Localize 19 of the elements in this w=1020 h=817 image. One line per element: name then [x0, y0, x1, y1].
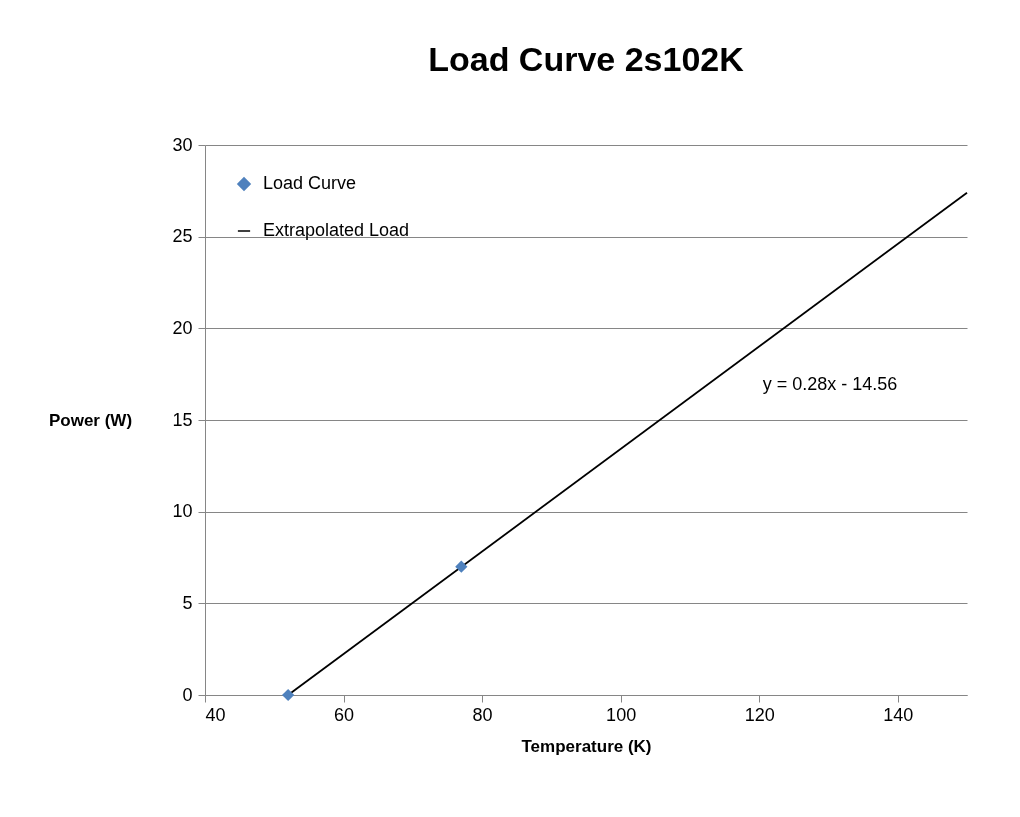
legend-label: Extrapolated Load: [263, 220, 410, 240]
annotation: y = 0.28x - 14.56: [762, 374, 898, 394]
y-tick-label: 30: [172, 134, 193, 155]
y-axis-title: Power (W): [48, 410, 133, 430]
legend-label: Load Curve: [263, 173, 357, 193]
y-tick-label: 5: [182, 592, 193, 613]
x-axis-title: Temperature (K): [521, 736, 652, 756]
chart-title: Load Curve 2s102K: [428, 40, 745, 78]
y-tick-label: 10: [172, 501, 193, 522]
x-tick-label: 100: [606, 704, 637, 725]
y-tick-label: 25: [172, 226, 193, 247]
x-tick-label: 80: [472, 704, 493, 725]
x-tick-label: 120: [744, 704, 775, 725]
x-tick-label: 60: [334, 704, 355, 725]
y-tick-label: 0: [182, 684, 193, 705]
x-tick-label: 40: [205, 704, 226, 725]
y-tick-label: 15: [172, 409, 193, 430]
x-tick-label: 140: [883, 704, 914, 725]
y-tick-label: 20: [172, 317, 193, 338]
